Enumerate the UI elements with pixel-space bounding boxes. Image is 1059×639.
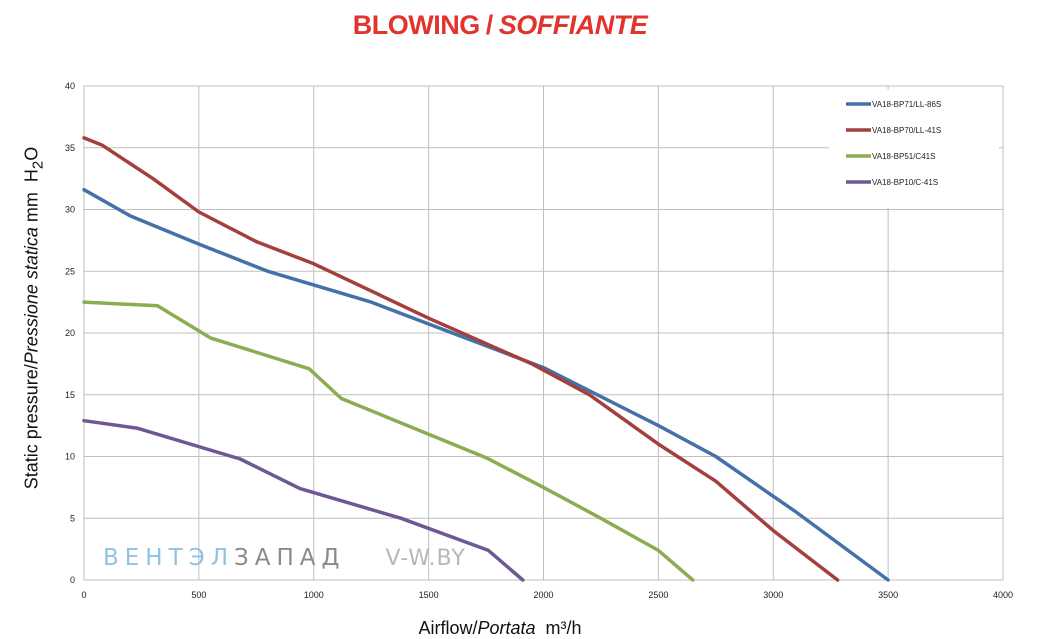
y-tick-label: 15 (65, 390, 75, 400)
x-tick-label: 2500 (648, 590, 668, 600)
series-line (82, 187, 890, 582)
x-label-separator: / (472, 618, 478, 638)
x-tick-label: 0 (81, 590, 86, 600)
y-tick-label: 10 (65, 452, 75, 462)
legend-label: VA18-BP70/LL-41S (872, 126, 941, 135)
title-separator: / (485, 10, 494, 40)
legend-box (829, 90, 999, 208)
y-tick-label: 0 (70, 575, 75, 585)
chart-title: BLOWING / SOFFIANTE (0, 10, 1000, 41)
x-label-unit: m³/h (545, 618, 582, 638)
x-label-main: Airflow (418, 618, 473, 638)
watermark-site: V-W.BY (385, 546, 466, 571)
y-tick-label: 40 (65, 81, 75, 91)
y-tick-label: 20 (65, 328, 75, 338)
y-label-italic: Pressione statica (21, 227, 42, 365)
y-axis-label: Static pressure/Pressione statica mm H2O (22, 147, 47, 490)
x-tick-label: 2000 (533, 590, 553, 600)
y-label-unit-h: H (21, 169, 42, 183)
x-axis-label: Airflow/Portata m³/h (0, 618, 1000, 639)
series-line (82, 136, 840, 582)
title-italic: SOFFIANTE (498, 10, 648, 40)
legend-label: VA18-BP51/C41S (872, 152, 935, 161)
y-label-separator: / (21, 364, 42, 370)
x-tick-label: 500 (191, 590, 206, 600)
x-tick-label: 1500 (419, 590, 439, 600)
x-tick-label: 3500 (878, 590, 898, 600)
y-tick-label: 35 (65, 143, 75, 153)
title-main: BLOWING (352, 10, 480, 40)
legend-label: VA18-BP71/LL-86S (872, 100, 941, 109)
series-line (82, 418, 525, 582)
y-label-unit: mm (21, 192, 42, 223)
watermark: ВЕНТЭЛЗАПАД V-W.BY (103, 545, 466, 571)
legend: VA18-BP71/LL-86S VA18-BP70/LL-41S VA18-BP5… (846, 100, 941, 187)
y-tick-label: 25 (65, 266, 75, 276)
series-lines (82, 136, 890, 582)
y-tick-label: 5 (70, 513, 75, 523)
watermark-part2: ЗАПАД (234, 545, 346, 571)
x-tick-label: 1000 (304, 590, 324, 600)
x-label-italic: Portata (477, 618, 536, 638)
x-tick-label: 4000 (993, 590, 1013, 600)
y-label-unit-o: O (21, 146, 42, 161)
legend-label: VA18-BP10/C-41S (872, 178, 938, 187)
watermark-part1: ВЕНТЭЛ (103, 545, 235, 571)
y-label-main: Static pressure (21, 369, 42, 490)
x-tick-label: 3000 (763, 590, 783, 600)
axis-ticks: 0 500 1000 1500 2000 2500 3000 3500 4000 0 5 10 15 20… (65, 81, 1013, 600)
series-line (82, 300, 695, 582)
y-label-unit-sub: 2 (29, 160, 47, 170)
y-tick-label: 30 (65, 205, 75, 215)
